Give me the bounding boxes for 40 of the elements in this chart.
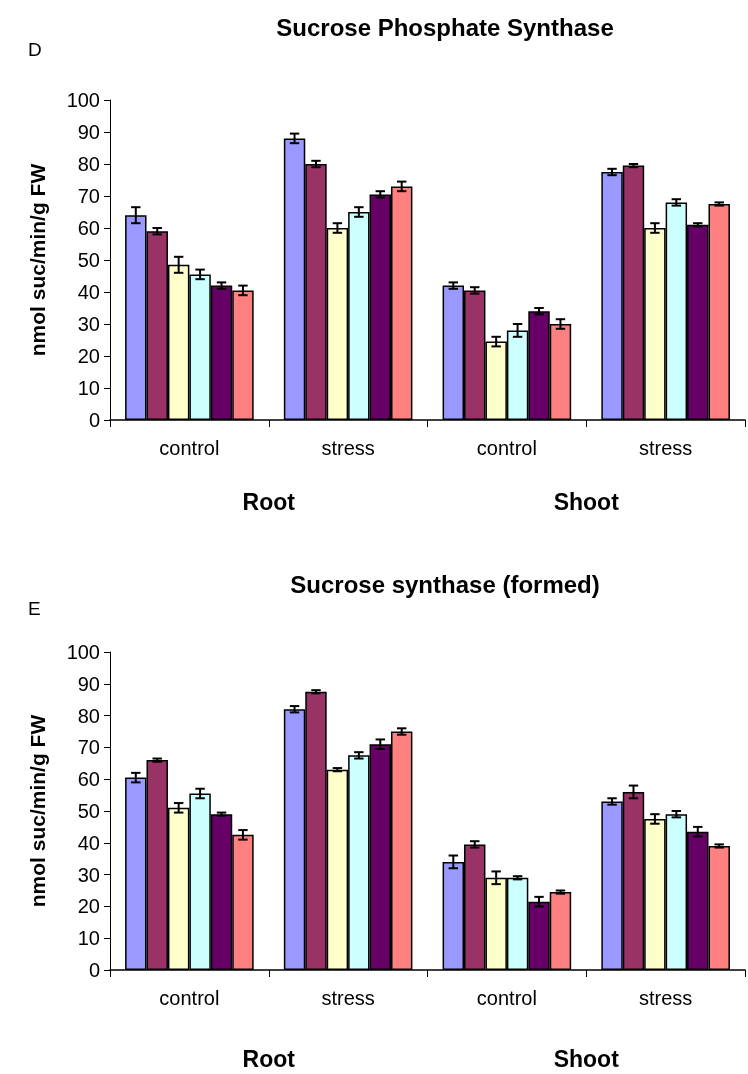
x-tick-label: stress	[321, 987, 375, 1009]
x-tick-label: control	[476, 437, 537, 459]
x-tick-label: stress	[638, 437, 693, 459]
text: Shoot	[553, 488, 620, 515]
x-tick-label: control	[476, 987, 537, 1009]
x-tick-label: stress	[321, 437, 375, 459]
y-tick-label: 90	[77, 672, 100, 695]
y-tick-label: 80	[77, 153, 100, 175]
y-tick-label: 0	[88, 409, 100, 431]
x-tick-label: control	[159, 437, 220, 459]
y-tick-label: 50	[77, 800, 100, 822]
y-tick-label: 10	[77, 377, 100, 399]
text: Root	[242, 488, 296, 515]
y-tick-label: 60	[77, 217, 100, 239]
y-tick-label: 20	[77, 345, 100, 367]
y-tick-label: 100	[66, 641, 100, 663]
y-tick-label: 40	[77, 281, 100, 303]
y-axis-title: nmol suc/min/g FW	[26, 714, 49, 908]
x-tick-label: stress	[638, 987, 693, 1009]
chart-title: Sucrose Phosphate Synthase	[276, 13, 614, 41]
text: D	[28, 39, 42, 60]
y-tick-label: 80	[77, 704, 100, 727]
x-tick-label: control	[159, 987, 220, 1009]
text: Shoot	[553, 1045, 620, 1072]
y-tick-label: 90	[77, 121, 100, 143]
text: E	[28, 598, 41, 619]
y-tick-label: 40	[77, 831, 100, 854]
y-tick-label: 0	[88, 959, 100, 981]
y-axis-title: nmol suc/min/g FW	[26, 163, 49, 357]
y-tick-label: 30	[77, 313, 100, 335]
y-tick-label: 50	[77, 249, 100, 271]
y-tick-label: 70	[77, 736, 100, 759]
y-tick-label: 30	[77, 863, 100, 886]
y-tick-label: 100	[66, 89, 100, 111]
y-tick-label: 70	[77, 185, 100, 207]
y-tick-label: 60	[77, 768, 100, 791]
y-tick-label: 20	[77, 895, 100, 918]
text: Root	[242, 1045, 296, 1072]
chart-title: Sucrose synthase (formed)	[290, 570, 600, 598]
y-tick-label: 10	[77, 927, 100, 950]
